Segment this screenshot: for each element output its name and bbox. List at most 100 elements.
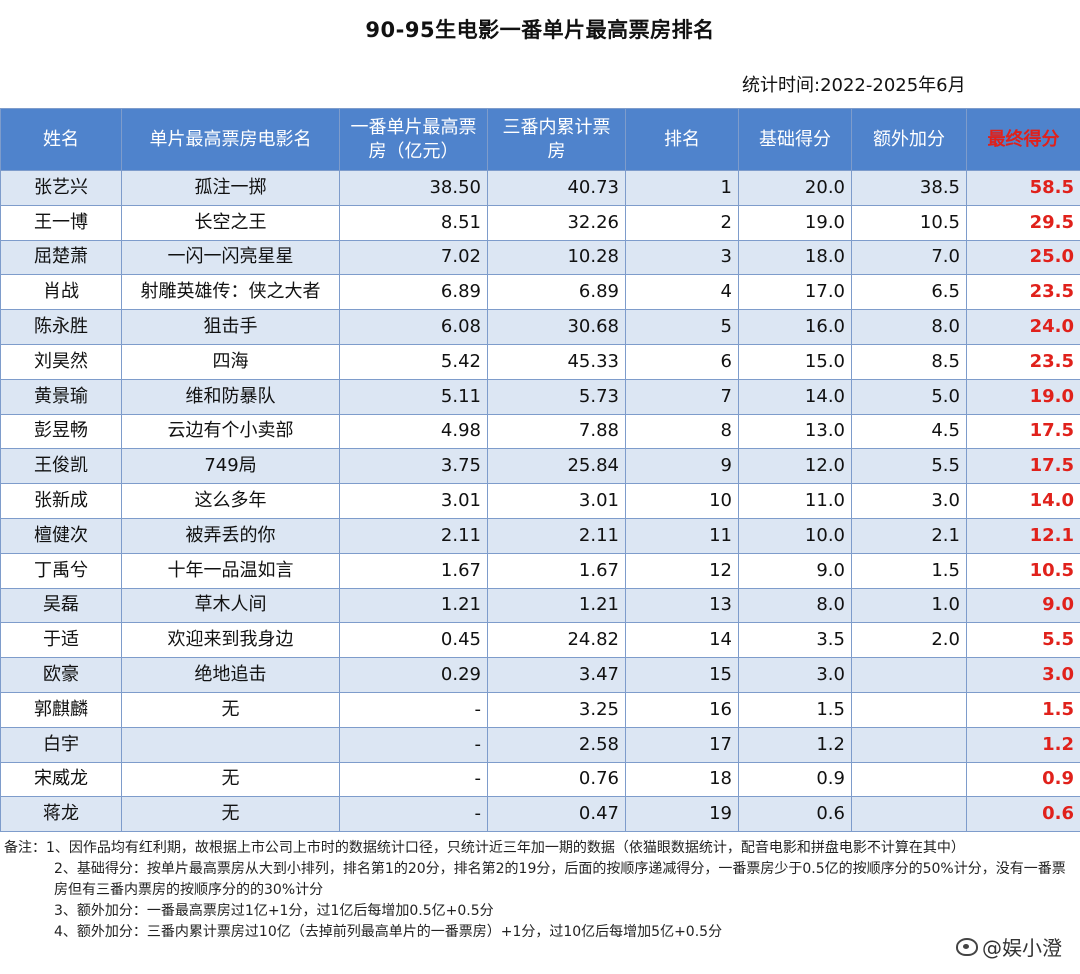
row-final-score: 12.1 [966, 517, 1080, 554]
row-top-box: 8.51 [339, 204, 488, 241]
row-rank: 3 [625, 239, 739, 276]
row-base-score: 20.0 [738, 170, 852, 206]
row-movie: 一闪一闪亮星星 [121, 239, 340, 276]
table-header-row: 姓名 单片最高票房电影名 一番单片最高票房（亿元） 三番内累计票房 排名 基础得… [0, 108, 1080, 171]
row-base-score: 9.0 [738, 552, 852, 589]
weibo-icon [956, 937, 978, 956]
row-base-score: 8.0 [738, 587, 852, 624]
row-cum-box: 30.68 [487, 309, 626, 345]
row-top-box: 1.21 [339, 587, 488, 624]
row-name: 彭昱畅 [0, 413, 122, 450]
table-row: 王俊凯 749局 3.75 25.84 9 12.0 5.5 17.5 [0, 448, 1080, 485]
row-name: 屈楚萧 [0, 239, 122, 276]
row-name: 王一博 [0, 204, 122, 241]
row-top-box: 5.42 [339, 343, 488, 380]
row-base-score: 16.0 [738, 309, 852, 345]
row-cum-box: 1.21 [487, 587, 626, 624]
row-rank: 12 [625, 552, 739, 589]
page-title: 90-95生电影一番单片最高票房排名 [365, 18, 715, 42]
row-top-box: 1.67 [339, 552, 488, 589]
watermark-text: @娱小澄 [982, 936, 1062, 960]
row-final-score: 19.0 [966, 378, 1080, 415]
row-name: 王俊凯 [0, 448, 122, 485]
note-1: 备注：1、因作品均有红利期，故根据上市公司上市时的数据统计口径，只统计近三年加一… [4, 840, 965, 856]
table-row: 郭麒麟无 -3.25 16 1.5 1.5 [0, 691, 1080, 728]
row-rank: 2 [625, 204, 739, 241]
row-name: 宋威龙 [0, 761, 122, 798]
row-name: 肖战 [0, 274, 122, 311]
table-row: 肖战 射雕英雄传：侠之大者 6.89 6.89 4 17.0 6.5 23.5 [0, 274, 1080, 311]
row-name: 吴磊 [0, 587, 122, 624]
row-extra-score [851, 796, 967, 833]
row-final-score: 17.5 [966, 448, 1080, 485]
row-base-score: 19.0 [738, 204, 852, 241]
header-movie: 单片最高票房电影名 [121, 108, 340, 171]
row-movie: 十年一品温如言 [121, 552, 340, 589]
row-extra-score [851, 691, 967, 728]
row-rank: 5 [625, 309, 739, 345]
row-name: 白宇 [0, 726, 122, 763]
row-name: 于适 [0, 622, 122, 659]
row-extra-score: 5.0 [851, 378, 967, 415]
row-name: 张艺兴 [0, 170, 122, 206]
header-extra-score: 额外加分 [851, 108, 967, 171]
row-name: 黄景瑜 [0, 378, 122, 415]
row-cum-box: 7.88 [487, 413, 626, 450]
row-rank: 7 [625, 378, 739, 415]
row-extra-score: 3.0 [851, 483, 967, 519]
row-base-score: 15.0 [738, 343, 852, 380]
header-top-box: 一番单片最高票房（亿元） [339, 108, 488, 171]
ranking-table: 姓名 单片最高票房电影名 一番单片最高票房（亿元） 三番内累计票房 排名 基础得… [0, 108, 1080, 833]
watermark: @娱小澄 [952, 930, 1066, 963]
row-extra-score: 38.5 [851, 170, 967, 206]
row-rank: 16 [625, 691, 739, 728]
row-rank: 1 [625, 170, 739, 206]
row-final-score: 25.0 [966, 239, 1080, 276]
row-rank: 9 [625, 448, 739, 485]
row-top-box: 4.98 [339, 413, 488, 450]
row-movie: 无 [121, 691, 340, 728]
row-cum-box: 3.47 [487, 657, 626, 693]
row-cum-box: 25.84 [487, 448, 626, 485]
row-name: 郭麒麟 [0, 691, 122, 728]
row-extra-score: 2.0 [851, 622, 967, 659]
row-base-score: 3.5 [738, 622, 852, 659]
row-rank: 8 [625, 413, 739, 450]
row-base-score: 0.6 [738, 796, 852, 833]
row-cum-box: 45.33 [487, 343, 626, 380]
table-row: 黄景瑜 维和防暴队 5.11 5.73 7 14.0 5.0 19.0 [0, 378, 1080, 415]
table-row: 王一博 长空之王 8.51 32.26 2 19.0 10.5 29.5 [0, 204, 1080, 241]
header-cum-box: 三番内累计票房 [487, 108, 626, 171]
row-movie: 长空之王 [121, 204, 340, 241]
row-rank: 4 [625, 274, 739, 311]
row-movie [121, 726, 340, 763]
table-row: 陈永胜 狙击手 6.08 30.68 5 16.0 8.0 24.0 [0, 309, 1080, 345]
row-final-score: 0.9 [966, 761, 1080, 798]
row-extra-score: 5.5 [851, 448, 967, 485]
row-final-score: 29.5 [966, 204, 1080, 241]
row-final-score: 9.0 [966, 587, 1080, 624]
row-final-score: 23.5 [966, 274, 1080, 311]
row-rank: 17 [625, 726, 739, 763]
row-final-score: 5.5 [966, 622, 1080, 659]
row-extra-score: 4.5 [851, 413, 967, 450]
row-rank: 10 [625, 483, 739, 519]
row-cum-box: 1.67 [487, 552, 626, 589]
row-rank: 19 [625, 796, 739, 833]
row-extra-score: 7.0 [851, 239, 967, 276]
row-top-box: - [339, 726, 488, 763]
row-extra-score [851, 657, 967, 693]
row-extra-score: 8.5 [851, 343, 967, 380]
row-extra-score: 6.5 [851, 274, 967, 311]
row-rank: 11 [625, 517, 739, 554]
notes: 备注：1、因作品均有红利期，故根据上市公司上市时的数据统计口径，只统计近三年加一… [4, 838, 1078, 943]
table-row: 吴磊 草木人间 1.21 1.21 13 8.0 1.0 9.0 [0, 587, 1080, 624]
row-movie: 四海 [121, 343, 340, 380]
row-cum-box: 2.58 [487, 726, 626, 763]
row-name: 刘昊然 [0, 343, 122, 380]
row-top-box: 2.11 [339, 517, 488, 554]
row-name: 欧豪 [0, 657, 122, 693]
header-rank: 排名 [625, 108, 739, 171]
table-row: 蒋龙无 -0.47 19 0.6 0.6 [0, 796, 1080, 833]
row-name: 蒋龙 [0, 796, 122, 833]
